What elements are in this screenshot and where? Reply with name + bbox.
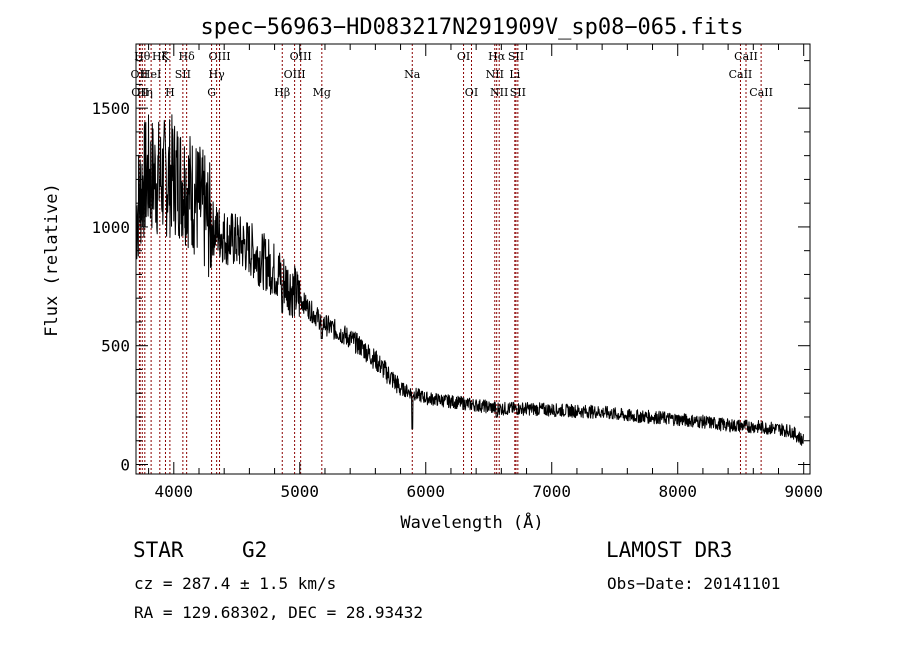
line-label-hδ: Hδ [179, 50, 196, 63]
x-tick-label: 5000 [281, 482, 320, 501]
survey-name: LAMOST DR3 [606, 538, 733, 562]
y-tick-label: 0 [120, 455, 130, 474]
line-label-hη: Hη [137, 86, 153, 99]
line-label-sii: SII [510, 86, 526, 99]
line-label-caii: CaII [734, 50, 758, 63]
y-tick-label: 1000 [91, 218, 130, 237]
line-label-hβ: Hβ [274, 86, 290, 99]
spectrum-line [135, 114, 804, 446]
x-tick-label: 7000 [532, 482, 571, 501]
line-label-hei: HeI [141, 68, 161, 81]
x-tick-label: 9000 [784, 482, 823, 501]
chart-title: spec−56963−HD083217N291909V_sp08−065.fit… [200, 15, 743, 40]
line-label-oiii: OIII [208, 50, 230, 63]
plot-frame [135, 43, 811, 475]
line-label-g: G [207, 86, 216, 99]
line-label-oiii: OIII [284, 68, 306, 81]
line-label-h: H [165, 86, 175, 99]
line-label-oiii: OIII [290, 50, 312, 63]
line-label-caii: CaII [729, 68, 753, 81]
line-label-nii: NII [486, 68, 504, 81]
x-tick-label: 4000 [155, 482, 194, 501]
redshift-velocity: cz = 287.4 ± 1.5 km/s [134, 574, 337, 593]
line-label-hθ: Hθ [134, 50, 151, 63]
line-label-li: Li [509, 68, 520, 81]
sky-coordinates: RA = 129.68302, DEC = 28.93432 [134, 603, 423, 622]
observation-date: Obs−Date: 20141101 [607, 574, 781, 593]
line-label-oi: OI [457, 50, 470, 63]
x-tick-label: 6000 [406, 482, 445, 501]
x-axis-label: Wavelength (Å) [400, 511, 543, 533]
y-tick-label: 500 [101, 337, 130, 356]
spectrum-plot [135, 114, 804, 446]
line-label-hα: Hα [488, 50, 506, 63]
line-label-oi: OI [465, 86, 478, 99]
y-axis-ticks: 0 500 1000 1500 [91, 60, 810, 474]
x-axis-ticks: 4000 5000 6000 7000 8000 9000 [148, 44, 823, 501]
line-label-caii: CaII [749, 86, 773, 99]
line-label-hγ: Hγ [209, 68, 226, 81]
y-tick-label: 1500 [91, 99, 130, 118]
line-label-na: Na [404, 68, 421, 81]
line-label-mg: Mg [313, 86, 331, 99]
line-label-sii: SII [508, 50, 524, 63]
line-label-k: K [161, 50, 170, 63]
line-label-sii: SII [175, 68, 191, 81]
line-label-oii: OII [131, 68, 149, 81]
spectral-subclass: G2 [242, 538, 268, 562]
y-axis-label: Flux (relative) [42, 183, 62, 337]
x-tick-label: 8000 [658, 482, 697, 501]
object-class: STAR [133, 538, 184, 562]
line-label-hζ: Hζ [152, 50, 168, 63]
emission-line-labels: OIIOIIHθHηHeIHζKHSIIHδGHγOIIIHβOIIIOIIIM… [131, 50, 773, 99]
line-label-nii: NII [490, 86, 508, 99]
